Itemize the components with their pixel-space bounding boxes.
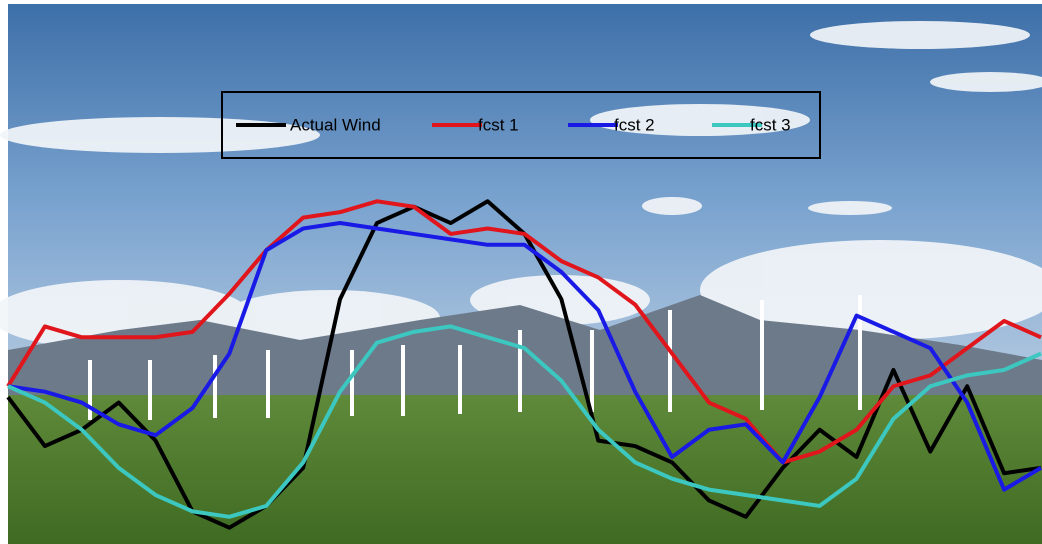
chart: Actual Wind fcst 1 fcst 2 fcst 3 bbox=[0, 0, 1042, 544]
legend-label: fcst 3 bbox=[750, 115, 791, 134]
legend-label: Actual Wind bbox=[290, 115, 381, 134]
legend-label: fcst 2 bbox=[614, 115, 655, 134]
legend-label: fcst 1 bbox=[478, 115, 519, 134]
background-photo bbox=[0, 0, 1042, 544]
